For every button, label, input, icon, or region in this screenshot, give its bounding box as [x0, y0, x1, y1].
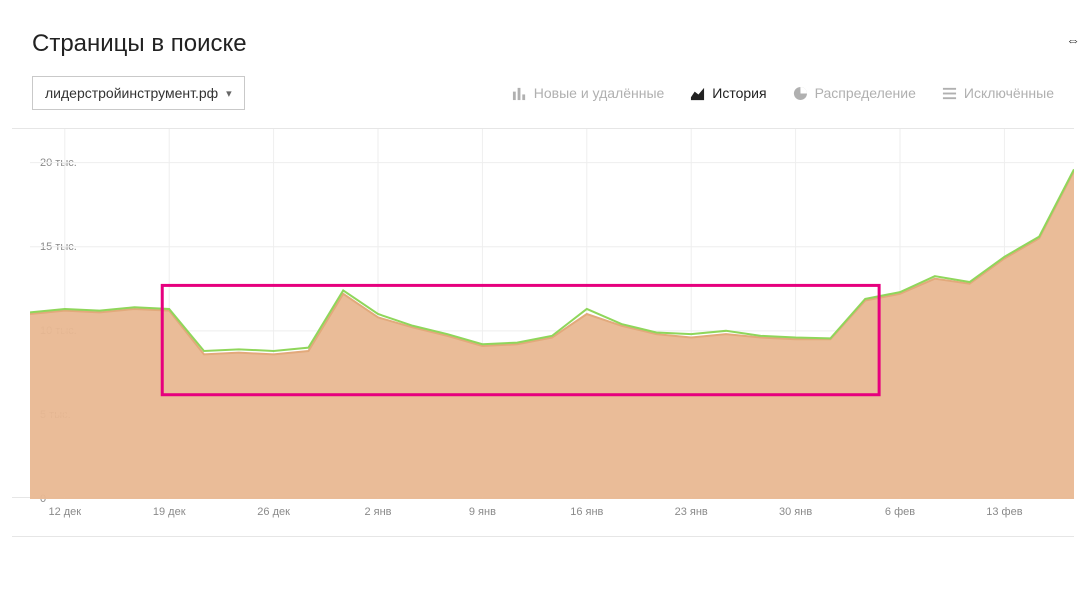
- bar-chart-icon: [512, 86, 527, 101]
- chart-area: 05 тыс.10 тыс.15 тыс.20 тыс.: [12, 128, 1074, 498]
- x-tick-label: 19 дек: [153, 506, 186, 518]
- toolbar: лидерстройинструмент.рф ▾ Новые и удалён…: [32, 76, 1054, 110]
- area-chart-icon: [690, 86, 705, 101]
- tab-distribution[interactable]: Распределение: [793, 85, 916, 101]
- x-tick-label: 30 янв: [779, 506, 812, 518]
- page-title: Страницы в поиске: [32, 30, 1086, 58]
- x-tick-label: 26 дек: [257, 506, 290, 518]
- tab-label: Исключённые: [964, 85, 1054, 101]
- tab-label: Новые и удалённые: [534, 85, 665, 101]
- x-axis-labels: 12 дек 19 дек 26 дек 2 янв 9 янв 16 янв 23 янв…: [30, 506, 1074, 524]
- chart-svg: [30, 129, 1074, 499]
- x-tick-label: 2 янв: [364, 506, 391, 518]
- tab-history[interactable]: История: [690, 85, 766, 101]
- tab-label: История: [712, 85, 766, 101]
- chevron-down-icon: ▾: [226, 87, 232, 100]
- list-icon: [942, 86, 957, 101]
- tab-excluded[interactable]: Исключённые: [942, 85, 1054, 101]
- x-tick-label: 12 дек: [48, 506, 81, 518]
- x-tick-label: 6 фев: [885, 506, 915, 518]
- dropdown-selected-label: лидерстройинструмент.рф: [45, 85, 218, 101]
- x-tick-label: 23 янв: [675, 506, 708, 518]
- tab-label: Распределение: [815, 85, 916, 101]
- site-dropdown[interactable]: лидерстройинструмент.рф ▾: [32, 76, 245, 110]
- x-tick-label: 9 янв: [469, 506, 496, 518]
- resize-icon: ⇔: [1066, 32, 1080, 48]
- tab-new-deleted[interactable]: Новые и удалённые: [512, 85, 665, 101]
- x-tick-label: 13 фев: [986, 506, 1022, 518]
- pie-chart-icon: [793, 86, 808, 101]
- footer-divider: [12, 536, 1074, 537]
- x-tick-label: 16 янв: [570, 506, 603, 518]
- tab-bar: Новые и удалённые История Распределение …: [512, 85, 1054, 101]
